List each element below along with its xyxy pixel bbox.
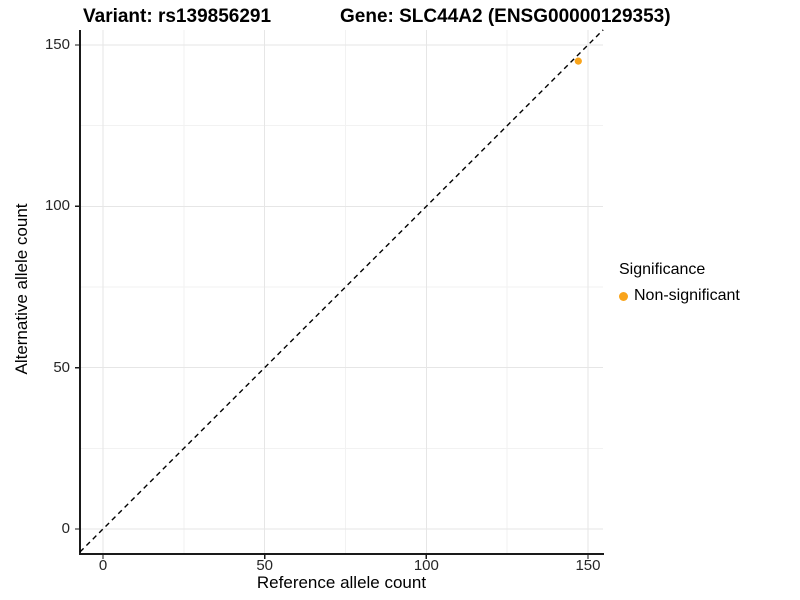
plot-title-variant: Variant: rs139856291 bbox=[83, 6, 272, 27]
x-tick-label: 50 bbox=[256, 557, 273, 574]
legend-item-label: Non-significant bbox=[634, 287, 740, 304]
x-tick-label: 150 bbox=[575, 557, 601, 574]
legend-title: Significance bbox=[619, 261, 706, 278]
y-tick-label: 100 bbox=[44, 197, 70, 215]
legend: Significance Non-significant bbox=[619, 261, 740, 305]
identity-reference-line bbox=[79, 29, 604, 553]
legend-item-non-significant: Non-significant bbox=[619, 287, 740, 305]
x-tick-label: 100 bbox=[413, 557, 439, 574]
y-tick-label: 50 bbox=[53, 358, 70, 376]
plot-title-gene: Gene: SLC44A2 (ENSG00000129353) bbox=[340, 6, 671, 27]
data-point bbox=[574, 57, 582, 65]
x-tick-label: 0 bbox=[98, 557, 108, 574]
y-axis-title: Alternative allele count bbox=[12, 203, 31, 375]
y-tick-label: 150 bbox=[44, 35, 70, 53]
x-axis-title: Reference allele count bbox=[256, 573, 427, 592]
y-tick-label: 0 bbox=[61, 520, 70, 537]
legend-point-icon bbox=[619, 291, 628, 301]
